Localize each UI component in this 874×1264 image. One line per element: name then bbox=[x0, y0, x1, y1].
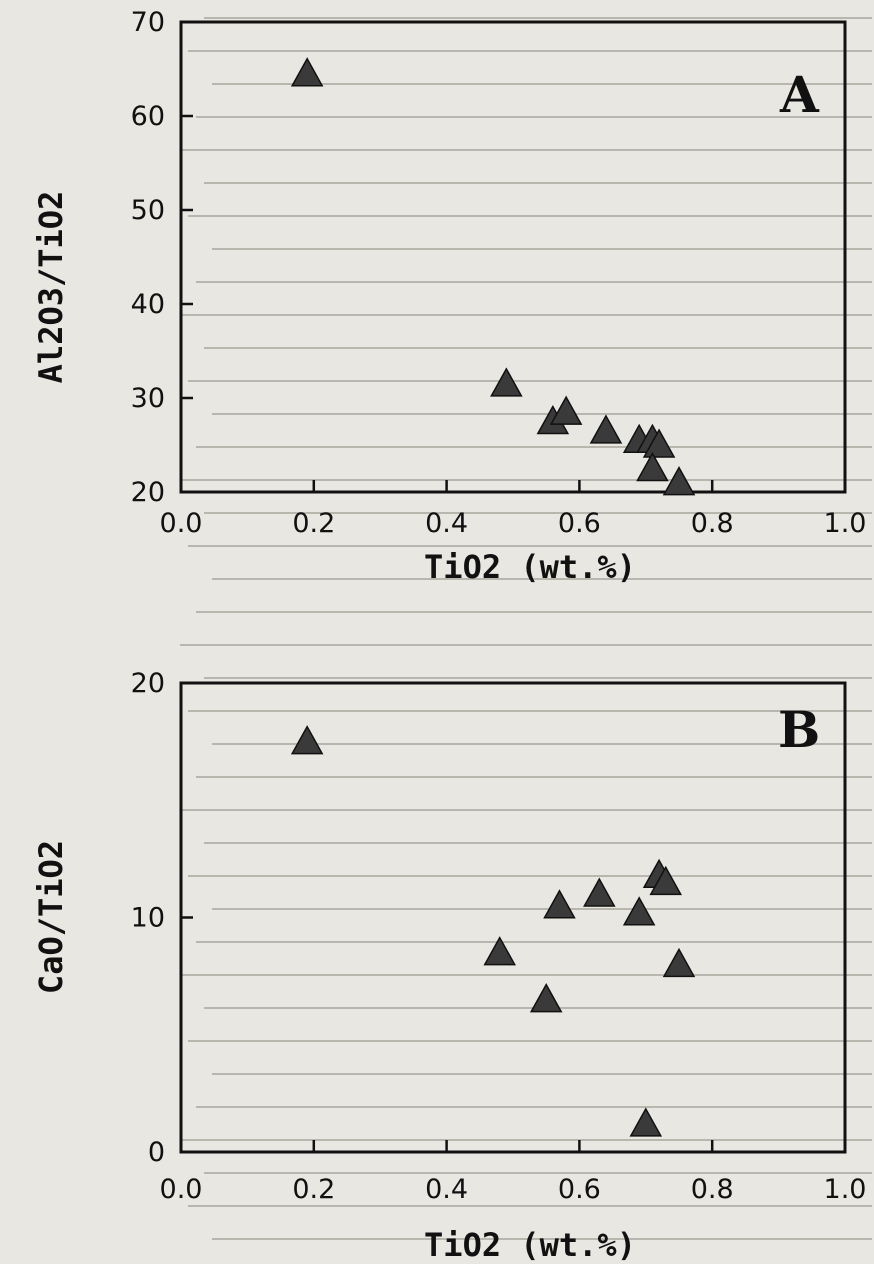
chart-b-data-point bbox=[529, 983, 563, 1013]
chart-a-x-tick-label: 0.0 bbox=[160, 508, 203, 539]
chart-a-data-point bbox=[589, 414, 623, 444]
chart-b-axes bbox=[179, 681, 847, 1154]
chart-b-y-tick-label: 0 bbox=[148, 1137, 165, 1168]
chart-a-y-tick-label: 40 bbox=[131, 289, 165, 320]
chart-a-points bbox=[290, 57, 696, 496]
chart-a-xlabel: TiO2 (wt.%) bbox=[424, 548, 636, 586]
chart-a-x-tick-label: 1.0 bbox=[824, 508, 867, 539]
chart-b-y-tick-label: 10 bbox=[131, 903, 165, 934]
chart-a-data-point bbox=[490, 367, 523, 397]
chart-b-xlabel: TiO2 (wt.%) bbox=[424, 1226, 636, 1264]
chart-a-data-point bbox=[636, 451, 669, 482]
chart-a-ticks: 0.0 0.2 0.4 0.6 0.8 1.0 20 30 40 50 60 70 bbox=[131, 7, 867, 539]
chart-a-y-tick-label: 50 bbox=[131, 195, 165, 226]
chart-panel-b: 0.0 0.2 0.4 0.6 0.8 1.0 0 10 20 B TiO2 (wt.%) Ca… bbox=[32, 668, 866, 1264]
chart-b-data-point bbox=[483, 936, 516, 966]
chart-b-plot-frame bbox=[179, 681, 847, 1154]
chart-b-x-tick-label: 0.8 bbox=[691, 1174, 734, 1205]
chart-b-x-tick-label: 0.0 bbox=[160, 1174, 203, 1205]
chart-b-data-point bbox=[662, 947, 696, 978]
chart-b-points bbox=[290, 725, 696, 1137]
chart-a-data-point bbox=[290, 57, 324, 87]
chart-panel-a: 0.0 0.2 0.4 0.6 0.8 1.0 20 30 40 50 60 70 A TiO2 (w… bbox=[32, 7, 866, 586]
chart-a-y-tick-label: 30 bbox=[131, 383, 165, 414]
background-page-text bbox=[180, 17, 872, 1240]
chart-a-data-point bbox=[549, 395, 583, 425]
chart-a-axes bbox=[179, 20, 847, 494]
chart-b-x-tick-label: 0.4 bbox=[425, 1174, 468, 1205]
chart-a-y-tick-label: 70 bbox=[131, 7, 165, 38]
chart-a-panel-label: A bbox=[779, 65, 820, 124]
chart-b-ylabel: CaO/TiO2 bbox=[32, 840, 70, 994]
chart-b-data-point bbox=[649, 865, 682, 896]
chart-a-x-tick-label: 0.4 bbox=[425, 508, 468, 539]
chart-a-x-tick-label: 0.2 bbox=[292, 508, 335, 539]
chart-a-ylabel: Al2O3/TiO2 bbox=[32, 191, 70, 384]
chart-a-y-tick-label: 20 bbox=[131, 477, 165, 508]
chart-b-data-point bbox=[622, 896, 656, 926]
chart-b-x-tick-label: 1.0 bbox=[824, 1174, 867, 1205]
chart-a-data-point bbox=[642, 428, 676, 458]
chart-b-x-tick-label: 0.2 bbox=[292, 1174, 335, 1205]
chart-b-panel-label: B bbox=[778, 700, 820, 759]
chart-b-y-tick-label: 20 bbox=[131, 668, 165, 699]
chart-b-data-point bbox=[583, 877, 616, 907]
chart-a-x-tick-label: 0.8 bbox=[691, 508, 734, 539]
chart-a-y-tick-label: 60 bbox=[131, 101, 165, 132]
chart-b-data-point bbox=[543, 889, 576, 919]
chart-b-x-tick-label: 0.6 bbox=[558, 1174, 601, 1205]
chart-b-ticks: 0.0 0.2 0.4 0.6 0.8 1.0 0 10 20 bbox=[131, 668, 867, 1205]
chart-b-data-point bbox=[629, 1107, 663, 1137]
chart-a-x-tick-label: 0.6 bbox=[558, 508, 601, 539]
chart-b-data-point bbox=[290, 725, 324, 755]
chart-a-data-point bbox=[662, 466, 696, 496]
chart-a-plot-frame bbox=[179, 20, 847, 494]
